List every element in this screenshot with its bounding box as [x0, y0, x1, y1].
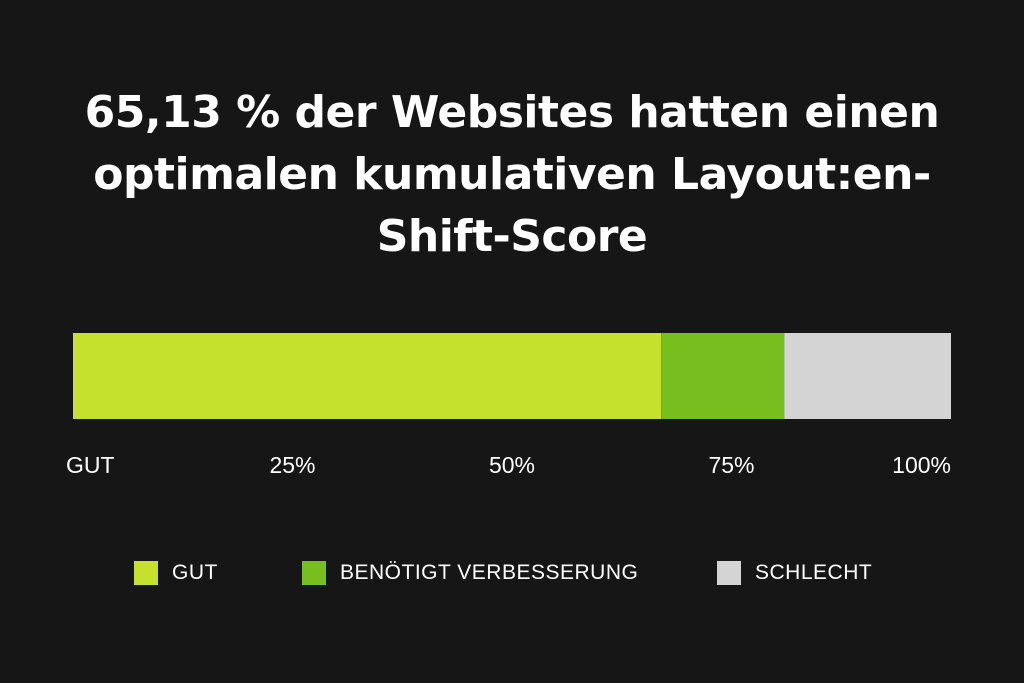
legend-item-2: SCHLECHT	[717, 559, 872, 587]
legend-item-1: BENÖTIGT VERBESSERUNG	[302, 559, 638, 587]
bar-segment-1	[661, 333, 785, 419]
bar-segment-0	[73, 333, 662, 419]
tick-label-0: GUT	[66, 452, 115, 478]
legend-item-0: GUT	[134, 559, 218, 587]
chart-legend: GUT BENÖTIGT VERBESSERUNG SCHLECHT	[0, 559, 1024, 587]
legend-swatch-1	[302, 561, 326, 585]
legend-label-0: GUT	[172, 561, 218, 584]
chart-title-line-3: Shift-Score	[376, 211, 648, 262]
tick-label-2: 50%	[489, 452, 535, 478]
chart-title: 65,13 % der Websites hatten einen optima…	[0, 82, 1024, 268]
legend-label-2: SCHLECHT	[755, 561, 873, 584]
axis-tick-labels: GUT 25% 50% 75% 100%	[66, 452, 951, 478]
bar-segment-2	[784, 333, 951, 419]
chart-title-line-1: 65,13 % der Websites hatten einen	[84, 87, 940, 138]
legend-label-1: BENÖTIGT VERBESSERUNG	[340, 561, 639, 584]
tick-label-1: 25%	[269, 452, 315, 478]
tick-label-3: 75%	[708, 452, 754, 478]
tick-label-4: 100%	[892, 452, 951, 478]
chart-title-line-2: optimalen kumulativen Layout:en-	[93, 149, 931, 200]
legend-swatch-2	[717, 561, 741, 585]
legend-swatch-0	[134, 561, 158, 585]
bar-segments	[73, 333, 951, 419]
